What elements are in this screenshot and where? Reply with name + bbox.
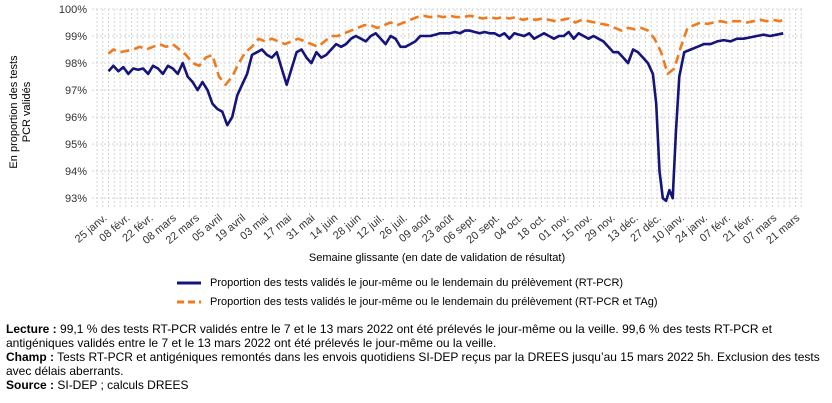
- legend-swatch-dashed: [177, 300, 201, 303]
- x-axis-label: Semaine glissante (en date de validation…: [309, 252, 565, 264]
- y-tick-label: 99%: [65, 31, 87, 43]
- note-label: Champ :: [6, 350, 54, 364]
- y-tick-label: 95%: [65, 139, 87, 151]
- legend: Proportion des tests validés le jour-mêm…: [176, 273, 658, 311]
- y-axis-label: En proportion des testsPCR validés: [8, 55, 33, 169]
- legend-label: Proportion des tests validés le jour-mêm…: [210, 295, 658, 308]
- y-tick-label: 97%: [65, 85, 87, 97]
- note-text: 99,1 % des tests RT-PCR validés entre le…: [6, 322, 772, 350]
- note-text: SI-DEP ; calculs DREES: [54, 378, 189, 392]
- legend-item-rt-pcr: Proportion des tests validés le jour-mêm…: [176, 273, 658, 292]
- note-label: Lecture :: [6, 322, 57, 336]
- note-label: Source :: [6, 378, 55, 392]
- y-axis: 93% 94% 95% 96% 97% 98% 99% 100%: [59, 4, 87, 205]
- legend-label: Proportion des tests validés le jour-mêm…: [210, 276, 624, 289]
- grid: [92, 8, 803, 209]
- y-tick-label: 98%: [65, 58, 87, 70]
- notes: Lecture : 99,1 % des tests RT-PCR validé…: [6, 322, 826, 392]
- note-lecture: Lecture : 99,1 % des tests RT-PCR validé…: [6, 322, 826, 350]
- series-lines: [107, 14, 784, 203]
- note-source: Source : SI-DEP ; calculs DREES: [6, 378, 826, 392]
- y-tick-label: 93%: [65, 193, 87, 205]
- series-line-1: [107, 29, 784, 203]
- y-tick-label: 96%: [65, 112, 87, 124]
- legend-item-rt-pcr-tag: Proportion des tests validés le jour-mêm…: [176, 292, 658, 311]
- line-chart: 93% 94% 95% 96% 97% 98% 99% 100% 25 janv.08 fév…: [8, 4, 803, 264]
- note-text: Tests RT-PCR et antigéniques remontés da…: [6, 350, 820, 378]
- legend-swatch-solid: [177, 281, 201, 284]
- y-tick-label: 100%: [59, 4, 87, 16]
- series-line-2: [107, 14, 784, 86]
- note-champ: Champ : Tests RT-PCR et antigéniques rem…: [6, 350, 826, 378]
- y-tick-label: 94%: [65, 166, 87, 178]
